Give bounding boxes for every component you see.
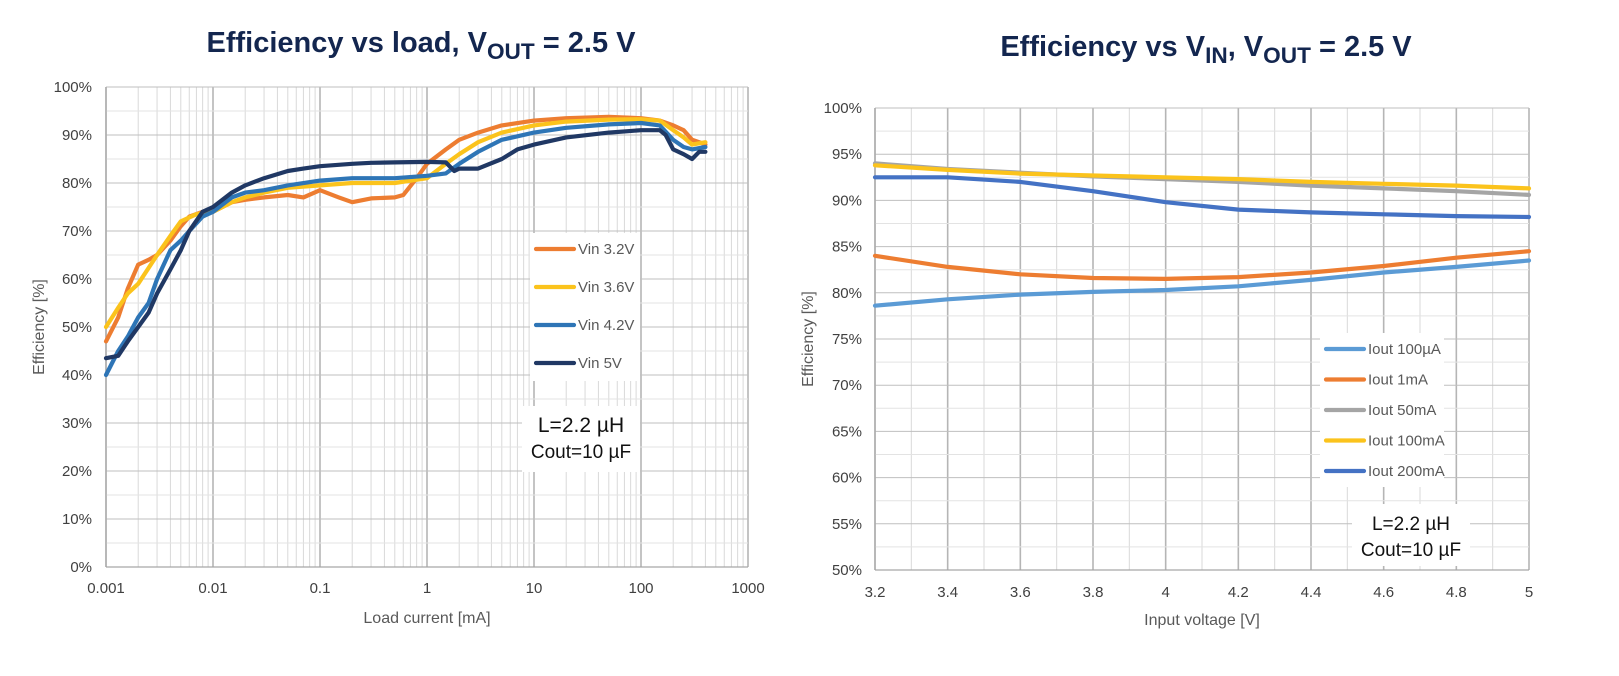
y-tick-label: 90% <box>62 127 92 144</box>
annotation-capacitance: Cout=10 µF <box>1361 540 1461 561</box>
legend-label: Iout 100µA <box>1368 341 1441 358</box>
y-tick-label: 95% <box>832 146 862 163</box>
y-tick-label: 0% <box>70 559 92 576</box>
chart-1: Efficiency vs load, VOUT = 2.5 V 0% 10% 20%… <box>31 27 765 627</box>
y-tick-label: 80% <box>832 285 862 302</box>
series-lines <box>103 114 708 378</box>
annotation-inductance: L=2.2 µH <box>538 414 624 437</box>
chart-title-main: Efficiency vs V <box>1000 31 1205 63</box>
x-tick-label: 3.8 <box>1083 584 1104 601</box>
x-axis-label: Load current [mA] <box>363 610 490 627</box>
series-lines <box>872 161 1532 308</box>
annotation: L=2.2 µH Cout=10 µF <box>522 406 640 472</box>
y-tick-label: 55% <box>832 516 862 533</box>
chart-title-suffix: = 2.5 V <box>1311 31 1412 63</box>
x-tick-label: 3.4 <box>937 584 958 601</box>
y-tick-label: 50% <box>62 319 92 336</box>
x-tick-label: 10 <box>526 580 543 597</box>
y-tick-label: 60% <box>832 470 862 487</box>
annotation: L=2.2 µH Cout=10 µF <box>1352 504 1470 566</box>
x-tick-label: 1 <box>423 580 431 597</box>
y-tick-label: 70% <box>62 223 92 240</box>
x-tick-label: 4.4 <box>1301 584 1322 601</box>
x-tick-label: 3.2 <box>865 584 886 601</box>
x-tick-label: 5 <box>1525 584 1533 601</box>
chart-title: Efficiency vs load, VOUT = 2.5 V <box>207 27 637 64</box>
x-tick-label: 0.1 <box>310 580 331 597</box>
series-line-5 <box>872 175 1532 220</box>
y-tick-label: 90% <box>832 192 862 209</box>
y-tick-label: 50% <box>832 562 862 579</box>
x-tick-label: 4.8 <box>1446 584 1467 601</box>
chart-title-mid: , V <box>1228 31 1264 63</box>
annotation-box <box>1352 504 1470 566</box>
series-line-4 <box>872 163 1532 191</box>
x-tick-label: 4.6 <box>1373 584 1394 601</box>
series-line-3 <box>103 120 708 378</box>
y-tick-label: 100% <box>824 100 862 117</box>
y-tick-label: 10% <box>62 511 92 528</box>
chart-title-subscript: OUT <box>487 39 535 64</box>
legend-box <box>530 233 640 381</box>
legend-label: Iout 200mA <box>1368 463 1445 480</box>
y-tick-label: 80% <box>62 175 92 192</box>
x-axis-label: Input voltage [V] <box>1144 612 1260 629</box>
annotation-capacitance: Cout=10 µF <box>531 442 631 463</box>
annotation-box <box>522 406 640 472</box>
y-axis-label: Efficiency [%] <box>800 291 817 387</box>
x-tick-label: 4.2 <box>1228 584 1249 601</box>
legend-label: Vin 5V <box>578 355 622 372</box>
y-tick-label: 40% <box>62 367 92 384</box>
legend-label: Iout 1mA <box>1368 372 1428 389</box>
y-tick-label: 30% <box>62 415 92 432</box>
y-tick-label: 85% <box>832 239 862 256</box>
y-tick-label: 100% <box>54 79 92 96</box>
chart-title-subscript: IN <box>1205 43 1228 68</box>
x-tick-label: 1000 <box>731 580 764 597</box>
gridlines <box>105 86 749 568</box>
chart-title-subscript-2: OUT <box>1263 43 1311 68</box>
legend: Iout 100µA Iout 1mA Iout 50mA Iout 100mA Iou… <box>1320 333 1445 487</box>
y-tick-label: 60% <box>62 271 92 288</box>
series-line-1 <box>872 258 1532 308</box>
legend-label: Vin 3.6V <box>578 279 634 296</box>
y-tick-label: 70% <box>832 377 862 394</box>
legend-label: Iout 50mA <box>1368 402 1436 419</box>
y-tick-label: 20% <box>62 463 92 480</box>
x-tick-label: 0.001 <box>87 580 125 597</box>
x-tick-label: 100 <box>628 580 653 597</box>
chart-2: Efficiency vs VIN, VOUT = 2.5 V 50% 55% 60%… <box>800 31 1533 629</box>
chart-title-suffix: = 2.5 V <box>535 27 636 59</box>
chart-title-main: Efficiency vs load, V <box>207 27 488 59</box>
chart-title: Efficiency vs VIN, VOUT = 2.5 V <box>1000 31 1412 68</box>
y-tick-label: 75% <box>832 331 862 348</box>
series-line-2 <box>872 249 1532 281</box>
y-tick-label: 65% <box>832 423 862 440</box>
legend-label: Iout 100mA <box>1368 433 1445 450</box>
legend-label: Vin 4.2V <box>578 317 634 334</box>
series-line-2 <box>103 117 708 330</box>
x-tick-label: 4 <box>1161 584 1169 601</box>
legend: Vin 3.2V Vin 3.6V Vin 4.2V Vin 5V <box>530 233 640 381</box>
y-axis-label: Efficiency [%] <box>31 279 48 375</box>
series-line-4 <box>103 128 708 361</box>
x-tick-label: 3.6 <box>1010 584 1031 601</box>
annotation-inductance: L=2.2 µH <box>1372 514 1450 535</box>
legend-label: Vin 3.2V <box>578 241 634 258</box>
x-tick-label: 0.01 <box>198 580 227 597</box>
